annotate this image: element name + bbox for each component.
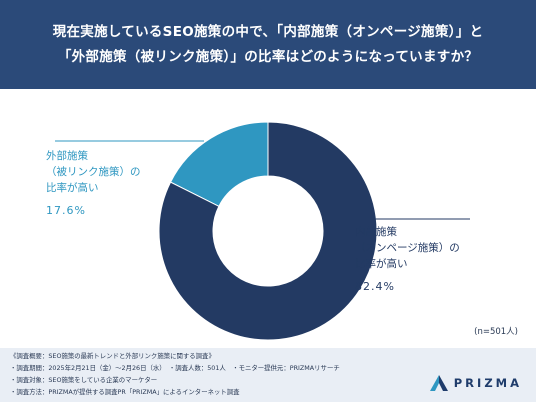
slice-label-external-line-2: （被リンク施策）の xyxy=(46,166,141,178)
prizma-logo-text: PRIZMA xyxy=(453,376,522,390)
donut-slice-internal xyxy=(158,121,378,341)
sample-size-note: (n=501人) xyxy=(474,327,518,337)
slice-label-external-line-3: 比率が高い xyxy=(46,182,99,194)
survey-period: ・調査期間：2025年2月21日（金）〜2月26日（水） ・調査人数：501人 … xyxy=(10,364,340,372)
survey-overview-heading: 《調査概要：SEO施策の最新トレンドと外部リンク施策に関する調査》 xyxy=(10,352,215,360)
survey-overview: 《調査概要：SEO施策の最新トレンドと外部リンク施策に関する調査》 ・調査期間：… xyxy=(0,348,536,402)
slice-label-internal-line-1: 内部施策 xyxy=(355,226,397,238)
slice-label-external: 外部施策 （被リンク施策）の 比率が高い 17.6% xyxy=(46,148,196,219)
survey-target: ・調査対象：SEO施策をしている企業のマーケター xyxy=(10,376,158,384)
chart-panel: 外部施策 （被リンク施策）の 比率が高い 17.6% 内部施策 （オンページ施策… xyxy=(0,89,536,353)
slice-value-internal: 82.4% xyxy=(355,280,395,293)
title-line-2: 「外部施策（被リンク施策）」の比率はどのようになっていますか？ xyxy=(57,48,479,65)
slice-label-internal: 内部施策 （オンページ施策）の 比率が高い 82.4% xyxy=(355,224,515,295)
title-line-1: 現在実施しているSEO施策の中で、「内部施策（オンページ施策）」と xyxy=(52,23,484,40)
donut-chart xyxy=(55,121,470,341)
slice-label-external-line-1: 外部施策 xyxy=(46,150,88,162)
slice-label-internal-line-2: （オンページ施策）の xyxy=(355,242,460,254)
slice-value-external: 17.6% xyxy=(46,204,86,217)
survey-method: ・調査方法：PRIZMAが提供する調査PR「PRIZMA」によるインターネット調… xyxy=(10,388,240,396)
prizma-logo: PRIZMA xyxy=(429,374,522,392)
prizma-logo-mark-icon xyxy=(429,375,448,391)
title-banner: 現在実施しているSEO施策の中で、「内部施策（オンページ施策）」と 「外部施策（… xyxy=(0,0,536,89)
slice-label-internal-line-3: 比率が高い xyxy=(355,258,408,270)
